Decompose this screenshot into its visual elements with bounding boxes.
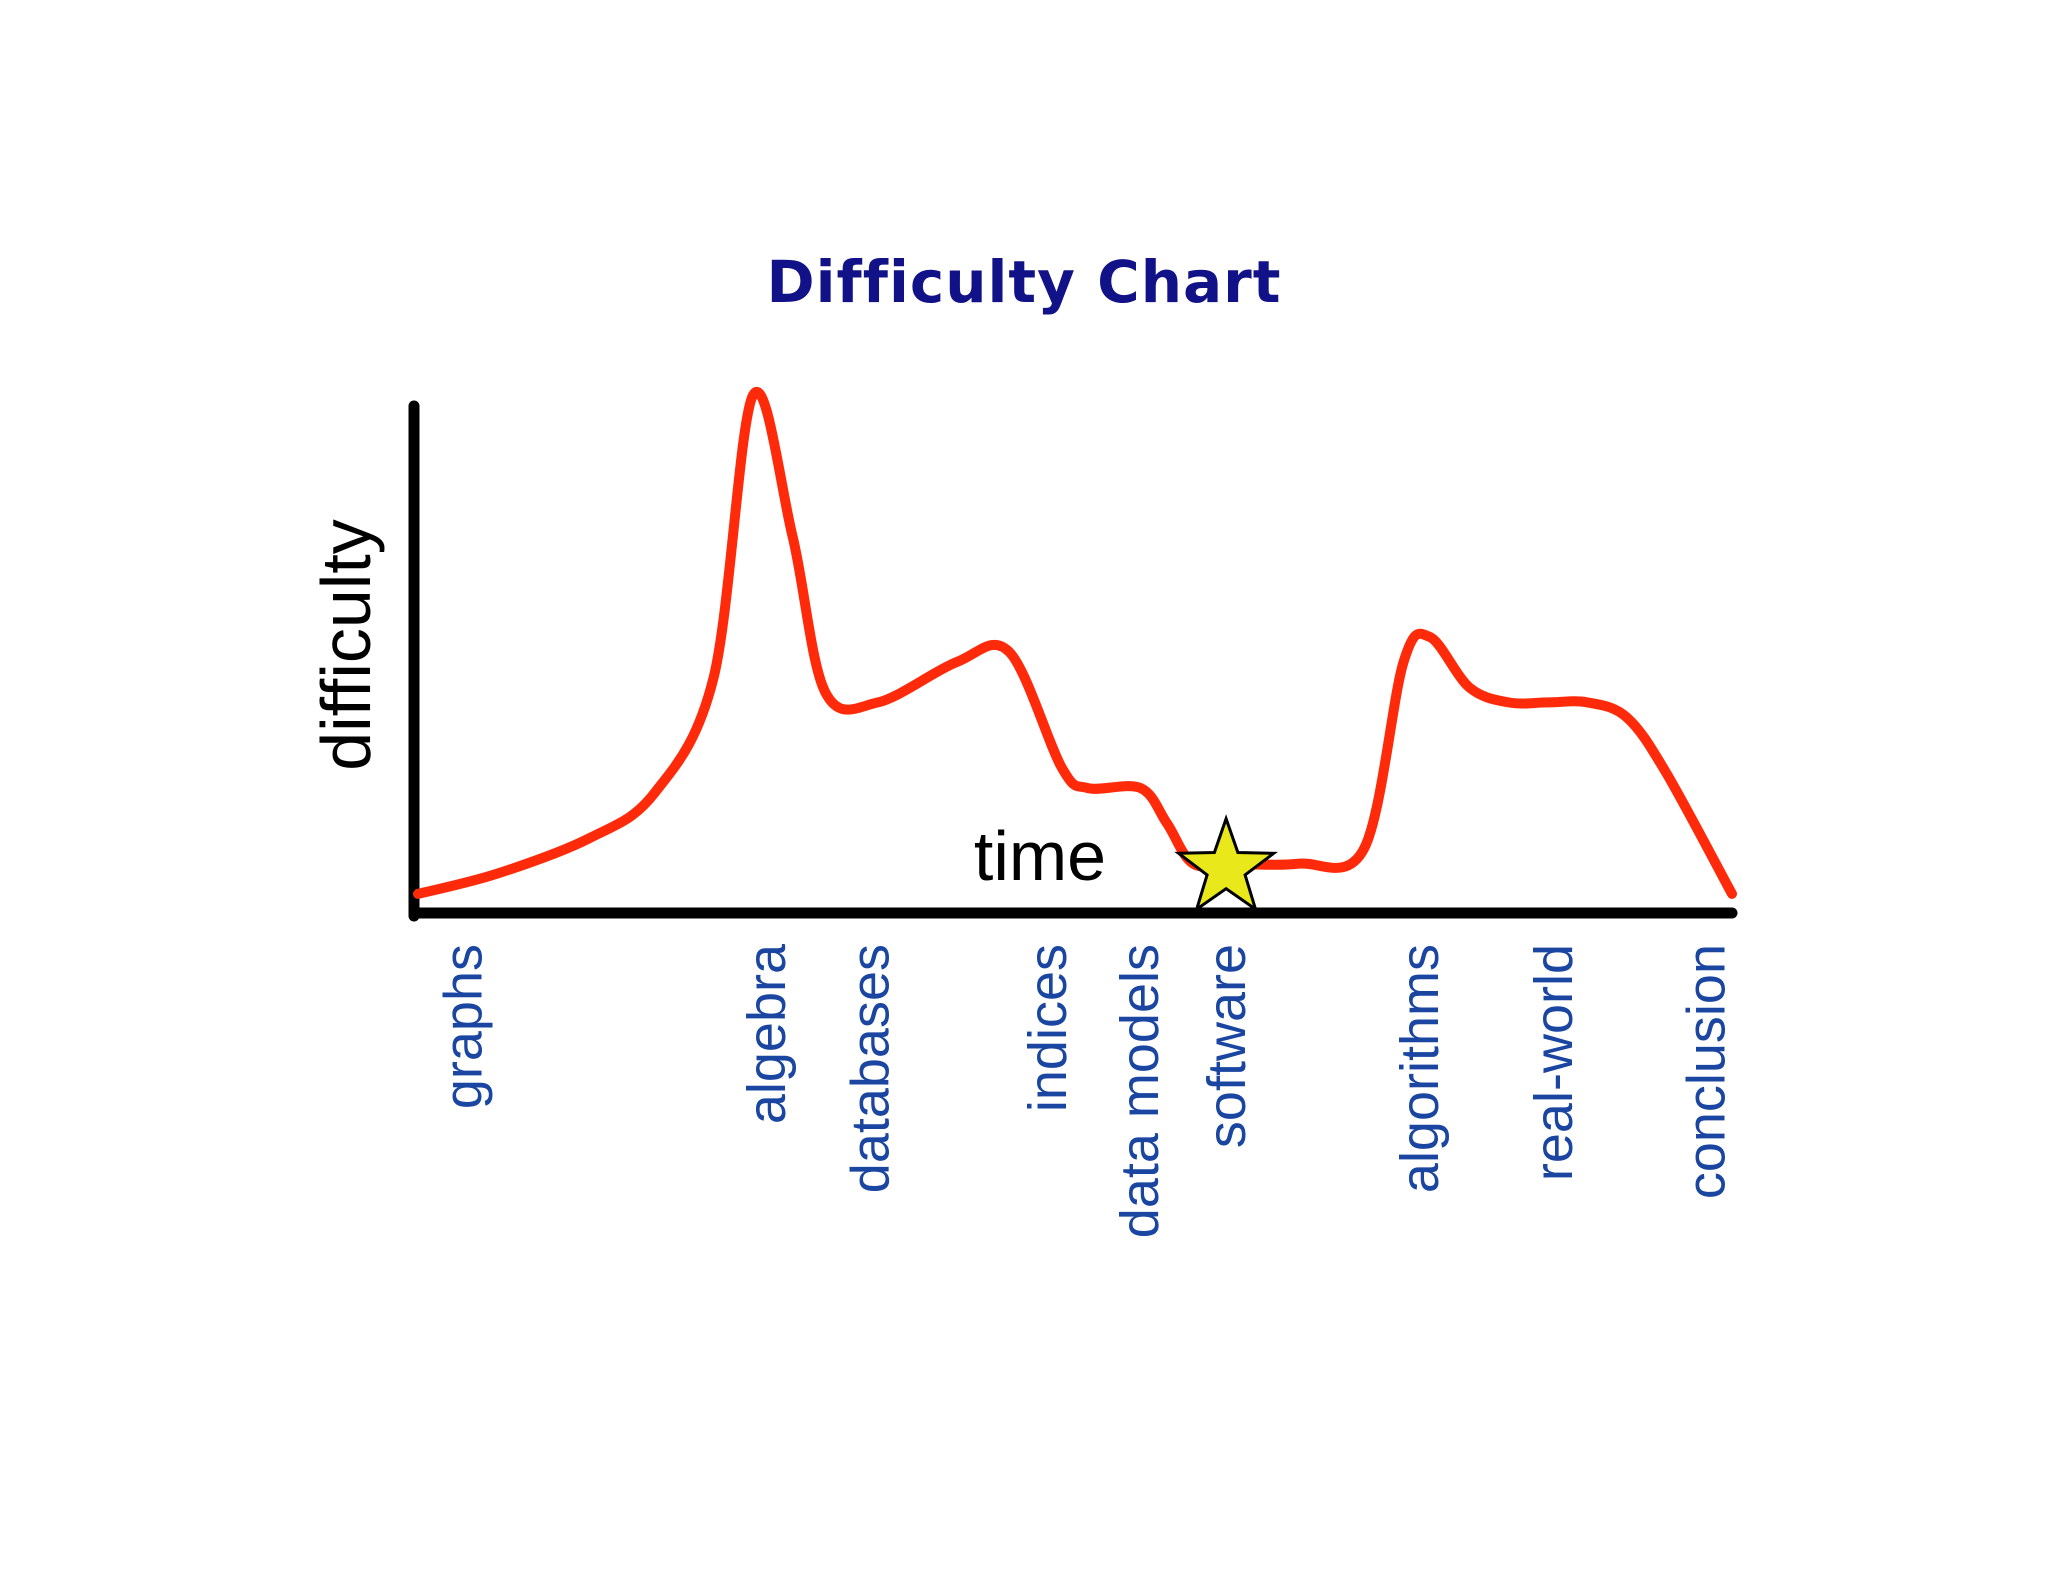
x-tick-label: algorithms bbox=[1390, 944, 1450, 1193]
star-marker-icon bbox=[1174, 814, 1279, 913]
x-tick-label: real-world bbox=[1524, 944, 1584, 1181]
axes bbox=[408, 400, 1738, 922]
x-axis-title: time bbox=[974, 817, 1106, 895]
annotation-layer bbox=[1174, 814, 1279, 913]
x-tick-label: data models bbox=[1110, 944, 1170, 1238]
x-tick-label: graphs bbox=[433, 944, 493, 1109]
series-layer bbox=[413, 386, 1737, 899]
x-tick-labels: graphs algebra databases indices data models… bbox=[433, 943, 1736, 1238]
x-tick-label: software bbox=[1197, 944, 1257, 1148]
chart-title: Difficulty Chart bbox=[767, 248, 1282, 316]
x-tick-label: indices bbox=[1018, 944, 1078, 1112]
y-axis-title: difficulty bbox=[307, 519, 385, 771]
x-tick-label: conclusion bbox=[1676, 944, 1736, 1199]
x-tick-label: databases bbox=[841, 944, 901, 1193]
x-tick-label: algebra bbox=[737, 943, 797, 1124]
difficulty-series-line-0 bbox=[413, 386, 1737, 899]
